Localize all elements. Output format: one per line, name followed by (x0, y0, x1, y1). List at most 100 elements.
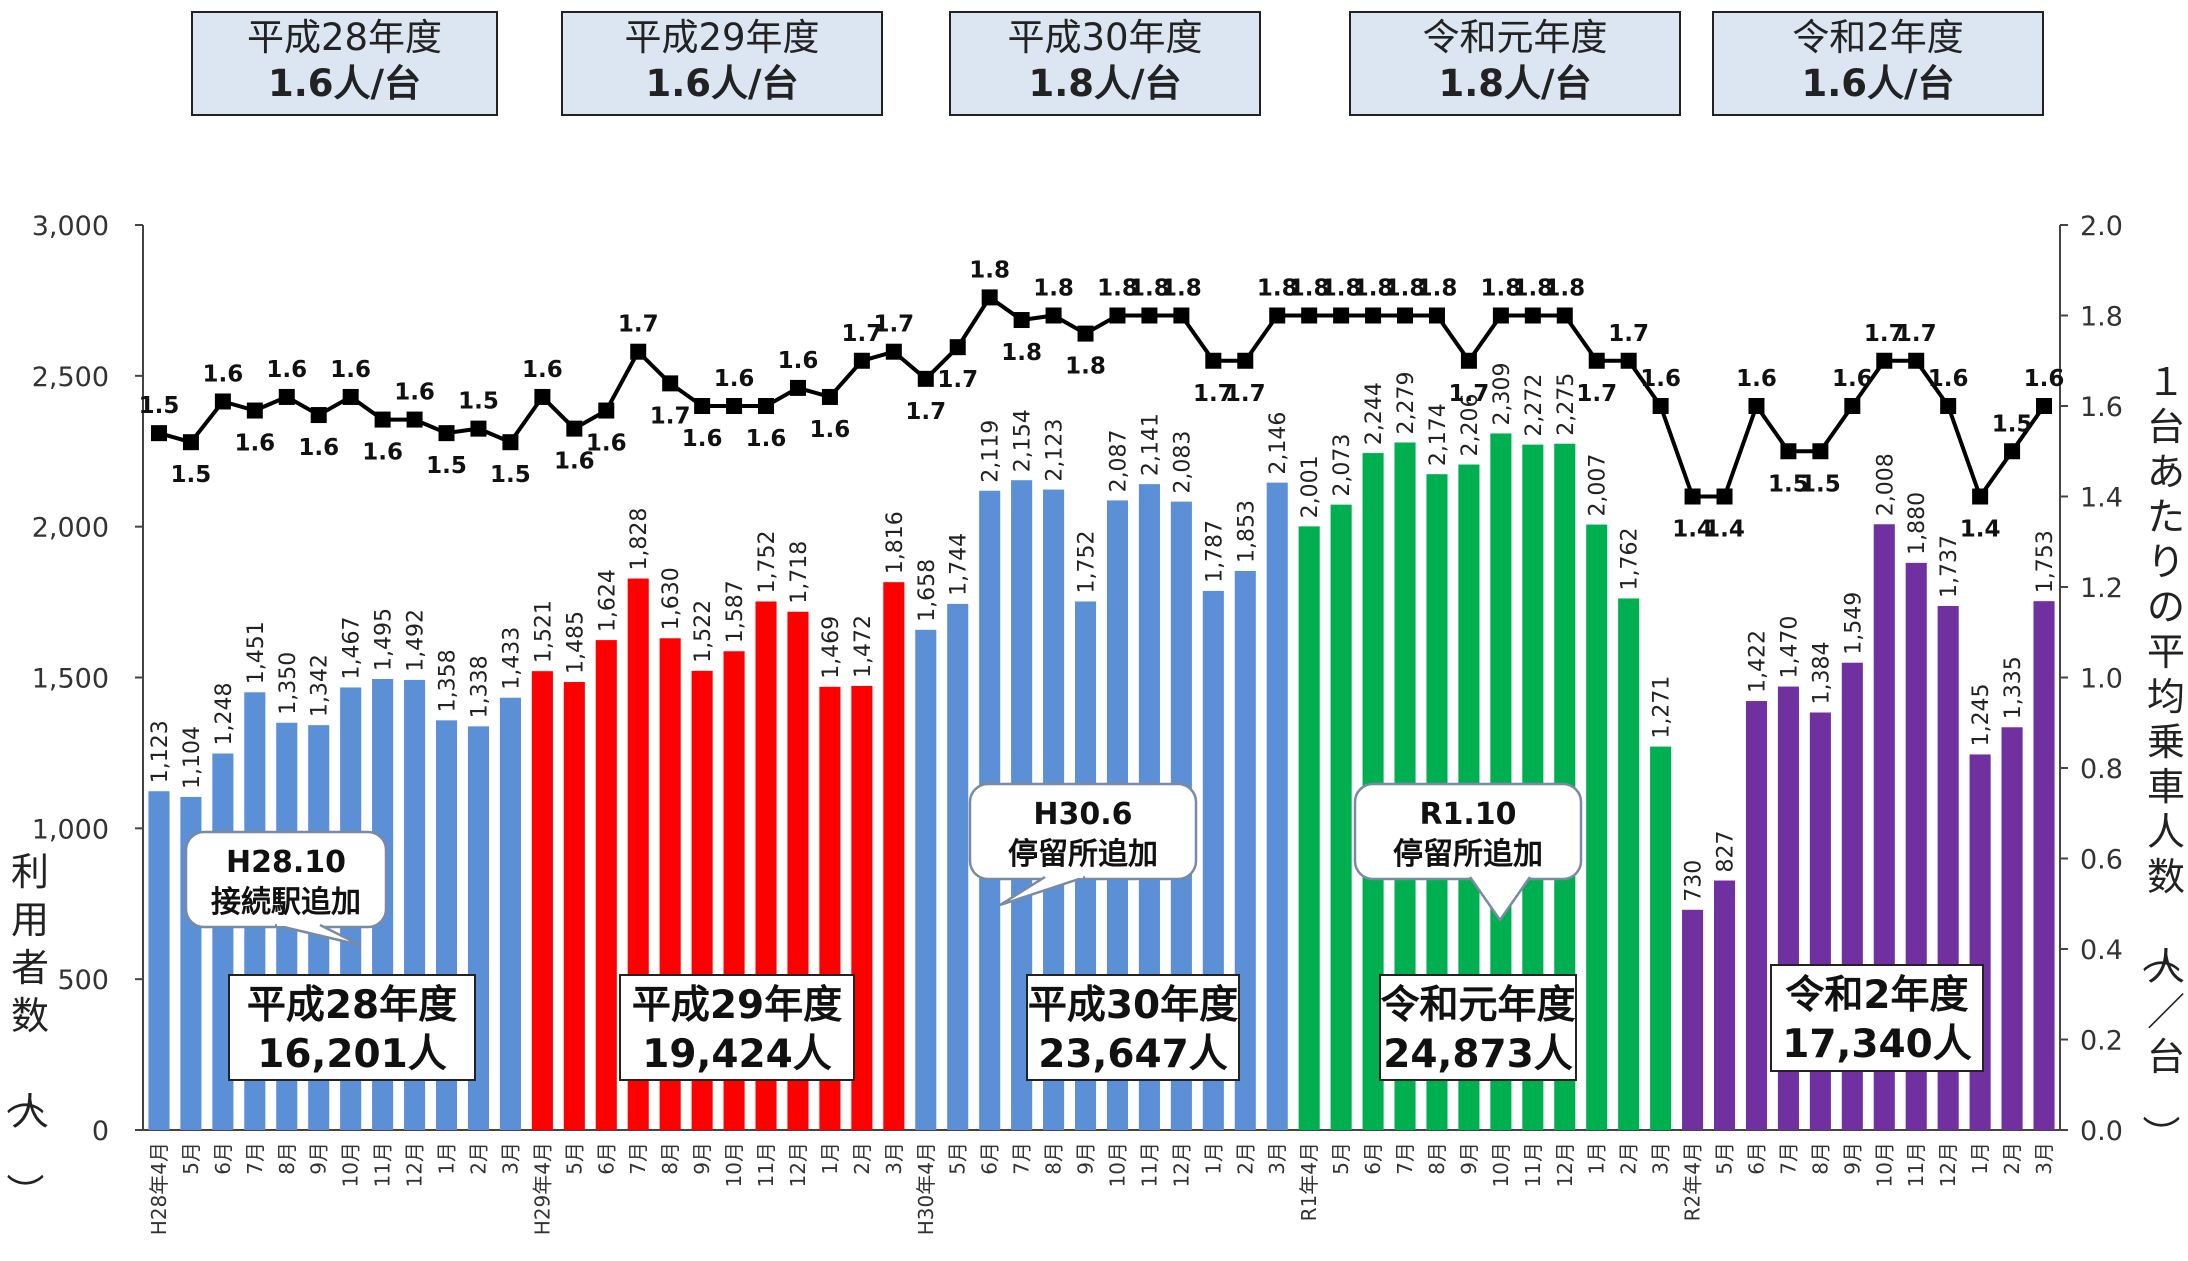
line-label: 1.7 (937, 367, 978, 393)
left-tick-label: 1,500 (32, 664, 109, 695)
line-marker (342, 388, 359, 405)
line-marker (1812, 443, 1829, 460)
x-tick-label: 6月 (1744, 1142, 1768, 1175)
x-tick-label: 6月 (1361, 1142, 1385, 1175)
x-tick-label: 10月 (339, 1142, 363, 1187)
line-label: 1.6 (554, 449, 595, 475)
x-tick-label: 2月 (1233, 1142, 1257, 1175)
right-tick-label: 1.4 (2080, 483, 2123, 514)
line-marker (853, 352, 870, 369)
x-tick-label: 7月 (626, 1142, 650, 1175)
line-label: 1.7 (1896, 321, 1937, 347)
line-label: 1.5 (490, 462, 531, 488)
line-marker (758, 398, 775, 414)
bar (1618, 598, 1640, 1130)
line-label: 1.6 (682, 426, 723, 452)
x-tick-label: 12月 (1553, 1142, 1577, 1187)
bar-label: 2,174 (1426, 403, 1451, 466)
x-tick-label: 2月 (2000, 1142, 2024, 1175)
line-marker (630, 343, 647, 360)
bar-label: 1,342 (308, 654, 333, 717)
line-label: 1.6 (298, 435, 339, 461)
line-label: 1.8 (1481, 276, 1522, 302)
line-label: 1.6 (714, 366, 755, 392)
bar (1234, 571, 1256, 1130)
line-label: 1.7 (1864, 321, 1905, 347)
bar (883, 582, 905, 1130)
line-marker (1876, 352, 1893, 369)
bar-label: 2,272 (1522, 374, 1547, 437)
line-label: 1.6 (1832, 366, 1873, 392)
bar-label: 1,495 (372, 608, 397, 671)
line-label: 1.8 (1544, 276, 1585, 302)
line-label: 1.4 (1960, 517, 2001, 543)
line-label: 1.6 (586, 431, 627, 457)
x-tick-label: 6月 (978, 1142, 1002, 1175)
bar-label: 730 (1682, 860, 1707, 902)
header-period: 平成28年度 (247, 16, 442, 59)
bar-label: 827 (1714, 831, 1739, 873)
bar-label: 1,880 (1905, 492, 1930, 555)
line-label: 1.5 (1992, 411, 2033, 437)
line-marker (1684, 488, 1701, 505)
right-tick-label: 1.8 (2080, 302, 2123, 333)
bar-label: 1,271 (1650, 676, 1675, 739)
line-label: 1.5 (1800, 471, 1841, 497)
bar-label: 1,816 (883, 511, 908, 574)
line-label: 1.5 (458, 389, 499, 415)
line-label: 1.6 (203, 361, 244, 387)
line-marker (150, 425, 167, 442)
bar (499, 697, 521, 1130)
line-marker (1972, 488, 1989, 505)
x-tick-label: 7月 (1010, 1142, 1034, 1175)
bar-label: 2,119 (979, 420, 1004, 483)
line-label: 1.8 (1001, 340, 1042, 366)
line-label: 1.8 (969, 257, 1010, 283)
line-marker (470, 420, 487, 437)
x-tick-label: 7月 (1776, 1142, 1800, 1175)
bar-label: 1,245 (1969, 683, 1994, 746)
x-tick-label: 5月 (562, 1142, 586, 1175)
left-axis-title: 利用者数（人） (2, 850, 49, 1211)
right-axis-title: １台あたりの平均乗車人数（人／台） (2138, 360, 2185, 1153)
bar-label: 1,338 (467, 655, 492, 718)
line-marker (1844, 398, 1861, 414)
header-box-bg (1349, 11, 1681, 116)
bar-label: 1,472 (851, 615, 876, 678)
header-box-bg (561, 11, 883, 116)
line-marker (1269, 307, 1286, 324)
header-value: 1.8人/台 (1438, 62, 1591, 105)
line-marker (1652, 398, 1669, 414)
x-tick-label: 12月 (786, 1142, 810, 1187)
line-label: 1.6 (2024, 366, 2065, 392)
line-label: 1.7 (1225, 381, 1266, 407)
summary-total: 16,201人 (257, 1032, 447, 1077)
line-label: 1.7 (1449, 381, 1490, 407)
bar-label: 1,485 (563, 611, 588, 674)
x-tick-label: 5月 (179, 1142, 203, 1175)
summary-box-bg (1379, 974, 1577, 1081)
x-tick-label: 12月 (403, 1142, 427, 1187)
x-tick-label: 6月 (594, 1142, 618, 1175)
line-label: 1.8 (1512, 276, 1553, 302)
line-label: 1.7 (650, 403, 691, 429)
x-tick-label: 11月 (754, 1142, 778, 1187)
right-tick-label: 1.0 (2080, 664, 2123, 695)
line-marker (821, 388, 838, 405)
line-value-labels: 1.51.51.61.61.61.61.61.61.61.51.51.51.61… (139, 257, 2065, 542)
bar-label: 1,123 (148, 720, 173, 783)
line-marker (278, 388, 295, 405)
line-label: 1.6 (266, 357, 307, 383)
bar-label: 1,522 (691, 600, 716, 663)
fiscal-year-header-boxes: 平成28年度1.6人/台平成29年度1.6人/台平成30年度1.8人/台令和元年… (191, 11, 2044, 116)
line-label: 1.7 (873, 312, 914, 338)
x-tick-label: 7月 (243, 1142, 267, 1175)
bar (851, 685, 873, 1130)
callout-tail (274, 923, 362, 947)
right-tick-label: 0.6 (2080, 845, 2123, 876)
